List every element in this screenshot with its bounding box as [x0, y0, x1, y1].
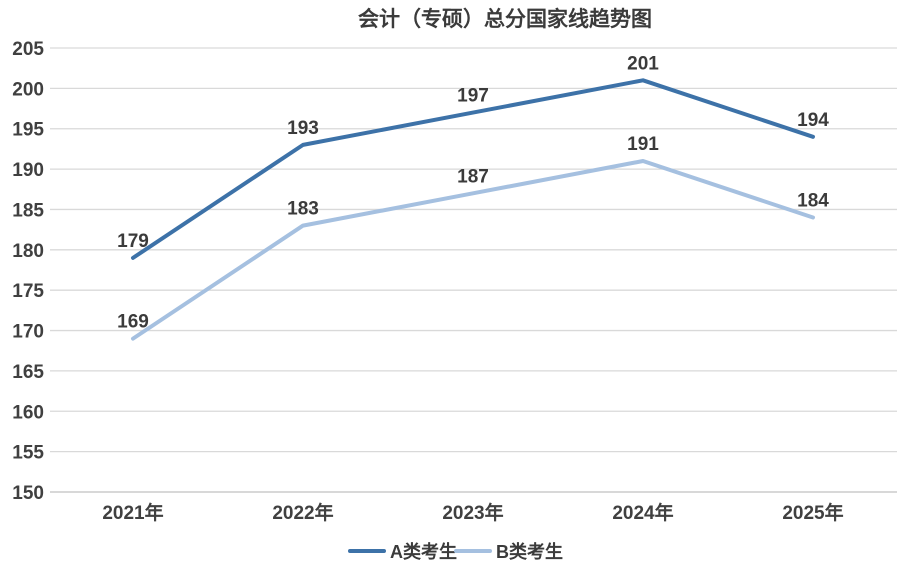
chart-title: 会计（专硕）总分国家线趋势图	[358, 7, 652, 31]
x-tick-label: 2025年	[782, 501, 843, 524]
data-label: 194	[797, 110, 829, 131]
x-tick-label: 2021年	[102, 501, 163, 524]
y-tick-label: 150	[12, 483, 44, 504]
y-tick-label: 170	[12, 322, 44, 343]
data-label: 187	[457, 166, 489, 187]
y-tick-label: 160	[12, 402, 44, 423]
x-tick-label: 2023年	[442, 501, 503, 524]
data-label: 193	[287, 118, 319, 139]
y-tick-label: 190	[12, 160, 44, 181]
data-label: 201	[627, 53, 659, 74]
y-tick-label: 180	[12, 241, 44, 262]
y-tick-label: 155	[12, 443, 44, 464]
y-tick-label: 175	[12, 281, 44, 302]
plot-area: 205 200 195 190 185 180 175 170 165 160 155 150 2021…	[12, 39, 897, 524]
y-tick-label: 200	[12, 79, 44, 100]
x-tick-label: 2022年	[272, 501, 333, 524]
series-line-1	[131, 159, 815, 341]
legend-label-series-a: A类考生	[390, 541, 457, 562]
data-label: 191	[627, 134, 659, 155]
y-tick-label: 185	[12, 200, 44, 221]
data-label: 183	[287, 199, 319, 220]
data-label: 179	[117, 231, 149, 252]
data-label: 184	[797, 191, 829, 212]
legend-label-series-b: B类考生	[496, 541, 563, 562]
legend: A类考生 B类考生	[348, 541, 563, 562]
series-line-0	[131, 78, 815, 260]
y-tick-label: 165	[12, 362, 44, 383]
data-label: 169	[117, 312, 149, 333]
y-tick-label: 195	[12, 120, 44, 141]
y-tick-label: 205	[12, 39, 44, 60]
x-tick-label: 2024年	[612, 501, 673, 524]
data-label: 197	[457, 86, 489, 107]
